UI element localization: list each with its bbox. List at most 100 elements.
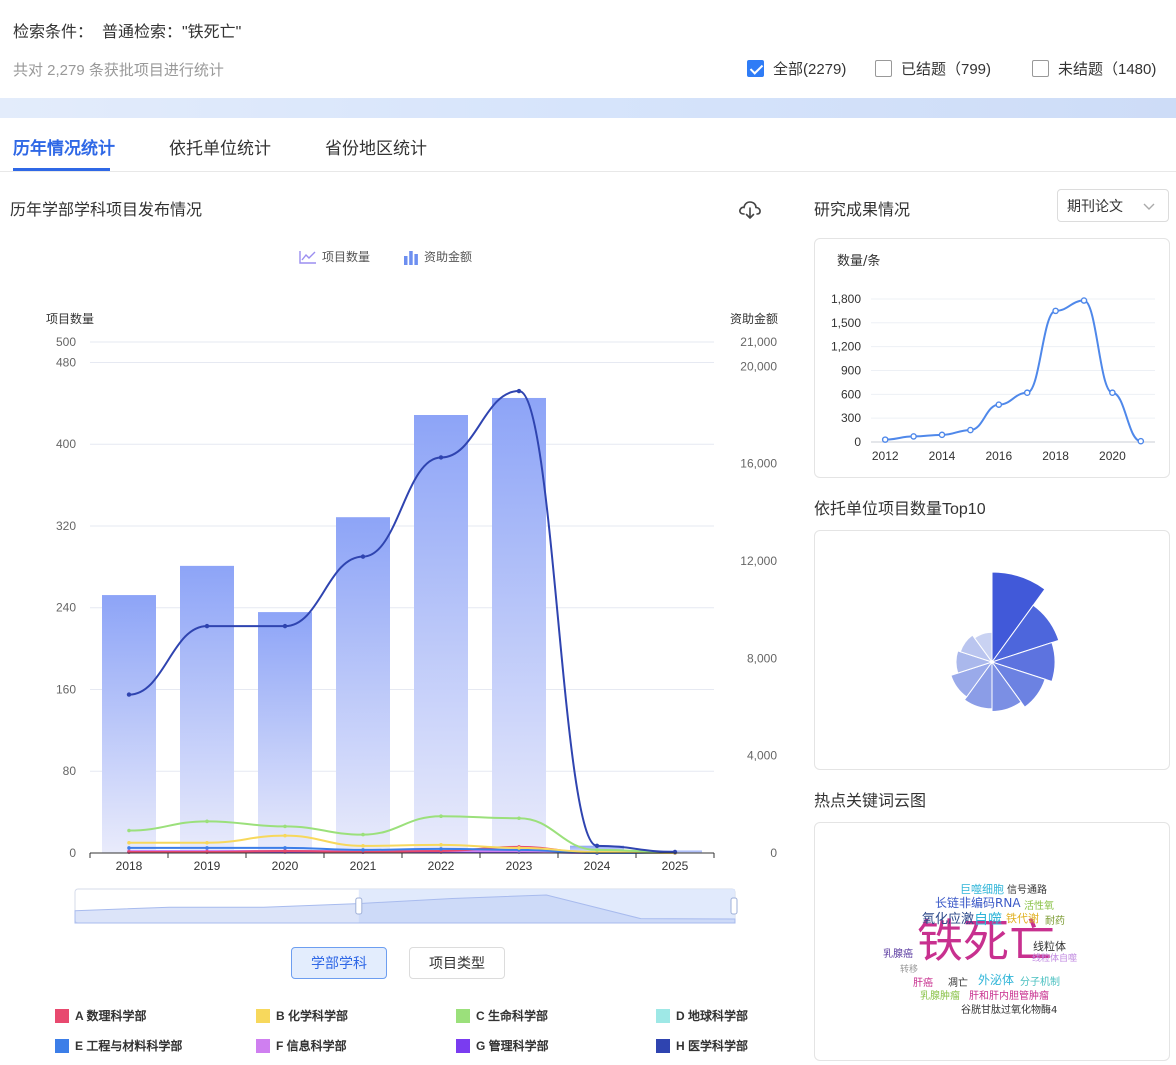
filter-all-checkbox[interactable]: 全部(2279) [747,58,846,78]
left-axis-title: 项目数量 [46,311,94,326]
word-4[interactable]: 长链非编码RNA [935,896,1021,910]
y-tick-label: 1,800 [831,292,861,306]
wordcloud: 铁死亡 巨噬细胞 信号通路 长链非编码RNA 活性氧 氧化应激 自噬 铁代谢 耐… [815,823,1169,1060]
summary-text: 共对 2,279 条获批项目进行统计 [13,62,224,79]
word-2[interactable]: 巨噬细胞 [960,883,1004,896]
legend-count-toggle[interactable]: 项目数量 [299,248,370,265]
right-tick-label: 20,000 [740,359,777,373]
legend-item-g[interactable]: G 管理科学部 [456,1037,549,1054]
series-point [361,844,365,848]
criteria-label: 检索条件： [13,24,94,41]
legend-item-h[interactable]: H 医学科学部 [656,1037,748,1054]
word-18[interactable]: 乳腺肿瘤 [920,991,960,1002]
word-8[interactable]: 铁代谢 [1006,912,1039,925]
rose-slice [991,571,1046,664]
data-zoom-slider[interactable] [74,888,738,924]
legend-item-d[interactable]: D 地球科学部 [656,1007,748,1024]
word-17[interactable]: 分子机制 [1020,977,1060,988]
x-tick-label: 2020 [272,859,299,873]
result-type-select[interactable]: 期刊论文 [1057,189,1169,222]
series-point [594,843,600,849]
legend-item-label: B 化学科学部 [276,1009,349,1023]
results-line-chart: 数量/条 0 300 600 900 1,200 1,500 1,800 2012 2014 201… [831,253,1155,463]
word-11[interactable]: 线粒体自噬 [1032,954,1078,964]
word-14[interactable]: 肝癌 [913,978,933,989]
rose-slice [955,650,994,674]
filter-finished-checkbox[interactable]: 已结题（799) [875,58,991,78]
legend-item-e[interactable]: E 工程与材料科学部 [55,1037,182,1054]
legend-amount-toggle[interactable]: 资助金额 [403,248,472,265]
results-point [1080,297,1088,304]
results-point [967,426,974,434]
word-9[interactable]: 耐药 [1045,916,1065,927]
results-ylabel: 数量/条 [837,253,880,269]
word-16[interactable]: 外泌体 [978,973,1015,987]
word-5[interactable]: 活性氧 [1024,901,1054,912]
series-point [283,824,287,829]
project-type-button[interactable]: 项目类型 [409,947,505,979]
series-line [128,390,676,853]
legend-item-f[interactable]: F 信息科学部 [256,1037,347,1054]
legend-swatch [456,1038,470,1053]
download-icon[interactable] [737,197,763,223]
checkbox-icon[interactable] [875,59,892,77]
x-tick-label: 2022 [428,859,455,873]
word-13[interactable]: 转移 [900,965,919,975]
legend-item-label: F 信息科学部 [276,1039,347,1053]
subject-mode-button[interactable]: 学部学科 [291,947,387,979]
rose-slice [990,604,1060,663]
word-10[interactable]: 线粒体 [1033,940,1066,953]
tab-yearly-stats[interactable]: 历年情况统计 [13,139,115,158]
word-19[interactable]: 肝和肝内胆管肿瘤 [969,991,1049,1002]
series-line [128,815,676,853]
word-12[interactable]: 乳腺癌 [883,949,913,960]
rose-slice [963,660,993,710]
legend-item-b[interactable]: B 化学科学部 [256,1007,348,1024]
word-7[interactable]: 自噬 [974,912,1002,928]
legend-item-label: D 地球科学部 [676,1009,749,1023]
word-6[interactable]: 氧化应激 [922,912,975,927]
top10-rose-chart [950,571,1060,713]
checkbox-checked-icon[interactable] [747,59,764,77]
legend-item-label: A 数理科学部 [75,1009,147,1023]
tab-bar: 历年情况统计 依托单位统计 省份地区统计 [0,118,1176,172]
word-3[interactable]: 信号通路 [1007,885,1047,896]
amount-bar [102,595,156,853]
result-type-value: 期刊论文 [1067,197,1123,214]
results-point [910,433,917,440]
results-point [1109,389,1116,397]
x-tick-label: 2012 [872,449,899,463]
right-axis-title: 资助金额 [730,311,778,326]
results-card: 数量/条 0 300 600 900 1,200 1,500 1,800 2012 2014 201… [814,238,1170,478]
legend-amount-label: 资助金额 [424,250,473,264]
filter-unfinished-checkbox[interactable]: 未结题（1480) [1032,58,1156,78]
legend-swatch [256,1008,270,1023]
series-point [517,816,521,821]
results-point [938,431,946,439]
series-point [127,840,131,845]
chevron-down-icon [1143,203,1155,210]
series-point [672,849,678,855]
legend-item-a[interactable]: A 数理科学部 [55,1007,147,1024]
x-tick-label: 2021 [350,859,377,873]
word-15[interactable]: 凋亡 [948,978,968,989]
left-tick-label: 500 [56,335,76,349]
bar-chart-icon [404,250,418,265]
legend-item-c[interactable]: C 生命科学部 [456,1007,548,1024]
word-1[interactable]: 铁死亡 [917,914,1055,968]
series-point [204,623,210,629]
legend-item-label: H 医学科学部 [676,1039,749,1053]
word-20[interactable]: 谷胱甘肽过氧化物酶4 [961,1005,1058,1016]
tab-institution-stats[interactable]: 依托单位统计 [169,139,271,158]
y-tick-label: 300 [841,411,861,425]
tab-region-stats[interactable]: 省份地区统计 [325,139,427,158]
checkbox-icon[interactable] [1032,59,1049,77]
filter-unfinished-label: 未结题（1480) [1058,60,1157,78]
series-point [205,846,209,850]
rose-slice [990,641,1056,683]
amount-bar [414,415,468,853]
series-point [361,832,365,837]
x-tick-label: 2018 [116,859,143,873]
amount-bars [102,397,702,853]
filter-all-label: 全部(2279) [773,60,847,78]
